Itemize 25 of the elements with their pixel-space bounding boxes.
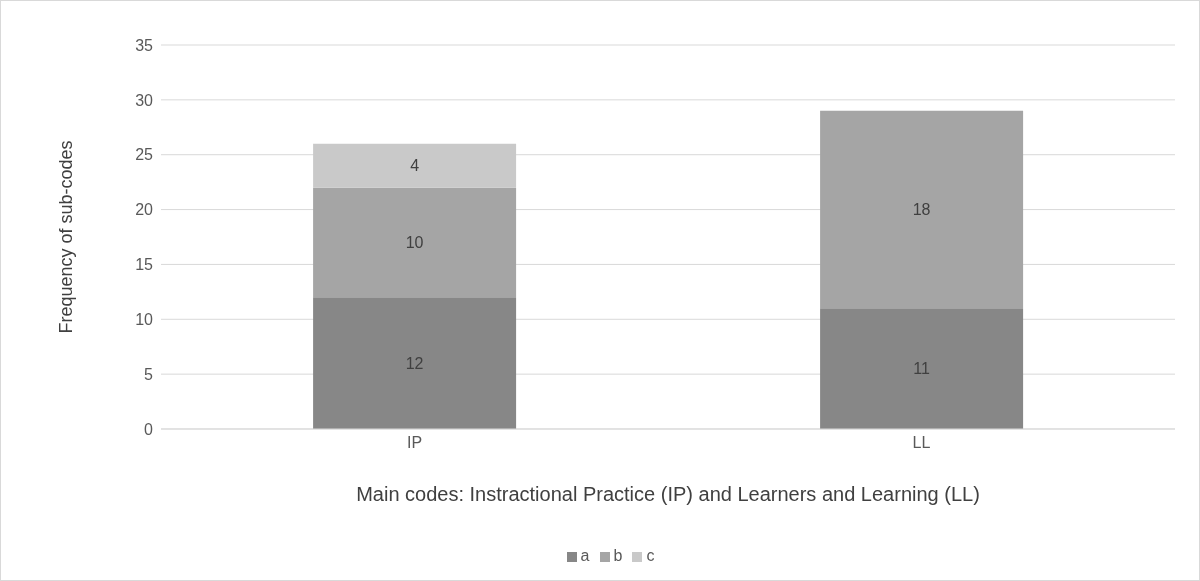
data-label: 12 (405, 354, 424, 372)
data-label: 18 (912, 201, 931, 219)
y-tick-label: 10 (135, 310, 154, 328)
y-tick-label: 35 (135, 36, 154, 54)
y-tick-label: 30 (135, 91, 154, 109)
bar (820, 110, 1024, 309)
bar (313, 143, 517, 188)
y-tick-label: 0 (144, 420, 154, 438)
legend-label: a (580, 547, 590, 564)
y-tick-label: 20 (135, 201, 154, 219)
bar (313, 187, 517, 298)
data-label: 10 (405, 234, 424, 252)
bar (820, 308, 1024, 429)
legend-label: b (613, 547, 623, 564)
y-tick-label: 15 (135, 256, 154, 274)
x-axis-title: Main codes: Instractional Practice (IP) and Learners and Learning (LL) (356, 483, 980, 506)
y-tick-label: 25 (135, 146, 154, 164)
y-axis-title: Frequency of sub-codes (56, 140, 77, 334)
data-label: 11 (913, 360, 931, 378)
bar (313, 297, 517, 429)
x-tick-label: LL (912, 434, 931, 452)
legend-label: c (646, 547, 655, 564)
data-label: 4 (410, 157, 420, 175)
x-tick-label: IP (406, 434, 423, 452)
y-tick-label: 5 (144, 365, 154, 383)
